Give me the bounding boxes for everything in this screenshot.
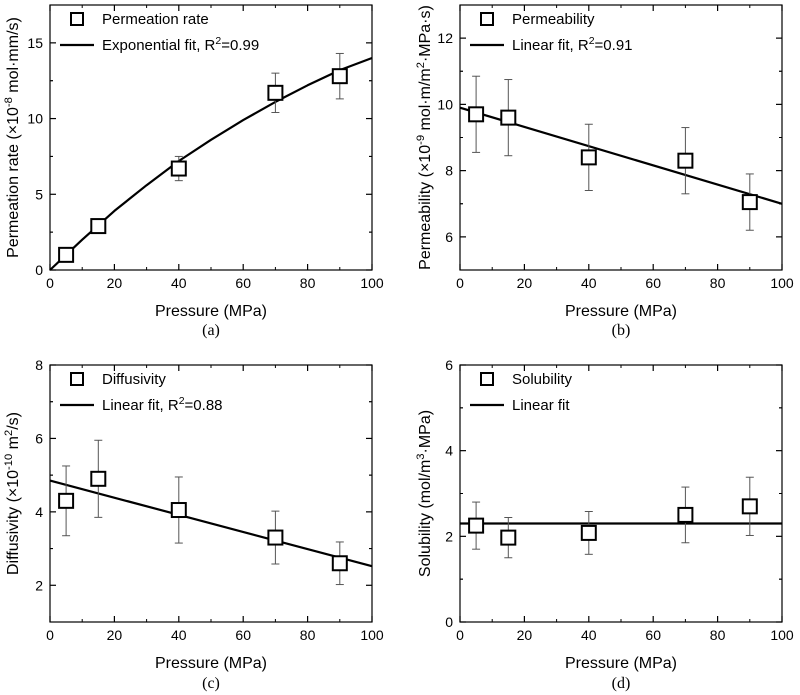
panel-label: (a) bbox=[202, 322, 220, 339]
y-tick-label: 2 bbox=[445, 528, 453, 544]
data-point-square bbox=[741, 498, 758, 515]
chart-panel-c: 0 20 40 60 80 100 2 4 6 8 Pressure (MPa) Diffusivit… bbox=[3, 357, 384, 692]
data-point-square bbox=[580, 524, 597, 541]
y-tick-label: 12 bbox=[437, 30, 453, 46]
y-tick-label: 6 bbox=[445, 357, 453, 373]
x-tick-label: 80 bbox=[300, 627, 316, 643]
y-tick-label: 2 bbox=[35, 577, 43, 593]
chart-panel-d: 0 20 40 60 80 100 0 2 4 6 Pressure (MPa) Solubility… bbox=[415, 357, 794, 692]
x-tick-label: 20 bbox=[107, 627, 123, 643]
legend: Solubility Linear fit bbox=[470, 371, 573, 414]
legend-marker-square bbox=[70, 12, 84, 26]
x-tick-label: 100 bbox=[360, 627, 384, 643]
data-point-square bbox=[741, 194, 758, 211]
y-tick-label: 6 bbox=[445, 229, 453, 245]
x-tick-label: 100 bbox=[770, 627, 794, 643]
x-tick-label: 0 bbox=[46, 627, 54, 643]
y-tick-label: 5 bbox=[35, 186, 43, 202]
data-point-square bbox=[500, 109, 517, 126]
y-axis-title: Permeation rate (×10-8 mol·mm/s) bbox=[3, 17, 22, 258]
data-point-square bbox=[170, 160, 187, 177]
y-tick-label: 10 bbox=[437, 96, 453, 112]
y-tick-label: 4 bbox=[35, 504, 43, 520]
data-point-square bbox=[468, 517, 485, 534]
data-point-square bbox=[90, 218, 107, 235]
legend: Permeation rate Exponential fit, R2=0.99 bbox=[60, 11, 259, 54]
x-tick-label: 80 bbox=[710, 275, 726, 291]
legend-label-series: Diffusivity bbox=[102, 371, 166, 388]
legend: Diffusivity Linear fit, R2=0.88 bbox=[60, 371, 223, 414]
y-tick-label: 15 bbox=[27, 35, 43, 51]
y-tick-label: 4 bbox=[445, 443, 453, 459]
fit-line bbox=[49, 56, 373, 271]
x-tick-label: 0 bbox=[46, 275, 54, 291]
legend-label-fit: Linear fit, R2=0.88 bbox=[102, 395, 223, 414]
x-tick-label: 40 bbox=[171, 627, 187, 643]
legend-label-series: Permeation rate bbox=[102, 11, 209, 28]
x-tick-label: 40 bbox=[171, 275, 187, 291]
fit-line bbox=[49, 479, 373, 568]
x-tick-label: 100 bbox=[360, 275, 384, 291]
legend-label-fit: Exponential fit, R2=0.99 bbox=[102, 35, 259, 54]
x-tick-label: 60 bbox=[235, 275, 251, 291]
y-tick-label: 8 bbox=[445, 163, 453, 179]
x-tick-label: 60 bbox=[645, 627, 661, 643]
data-point-square bbox=[677, 506, 694, 523]
panel-label: (c) bbox=[202, 675, 220, 692]
x-tick-label: 60 bbox=[235, 627, 251, 643]
x-tick-label: 40 bbox=[581, 627, 597, 643]
y-axis-title: Permeability (×10-9 mol·m/m2·MPa·s) bbox=[415, 5, 434, 270]
x-axis-title: Pressure (MPa) bbox=[565, 303, 677, 320]
legend-label-fit: Linear fit, R2=0.91 bbox=[512, 35, 633, 54]
data-point-square bbox=[468, 106, 485, 123]
panel-label: (d) bbox=[612, 675, 631, 692]
legend-label-series: Solubility bbox=[512, 371, 573, 388]
data-point-square bbox=[580, 149, 597, 166]
legend-marker-square bbox=[70, 372, 84, 386]
data-point-square bbox=[267, 84, 284, 101]
y-tick-label: 8 bbox=[35, 357, 43, 373]
plot-frame bbox=[459, 364, 783, 623]
x-tick-label: 40 bbox=[581, 275, 597, 291]
legend: Permeability Linear fit, R2=0.91 bbox=[470, 11, 633, 54]
x-tick-label: 20 bbox=[517, 627, 533, 643]
x-tick-label: 20 bbox=[517, 275, 533, 291]
data-point-square bbox=[90, 470, 107, 487]
legend-label-series: Permeability bbox=[512, 11, 595, 28]
y-tick-label: 0 bbox=[35, 262, 43, 278]
y-tick-label: 6 bbox=[35, 430, 43, 446]
x-tick-label: 60 bbox=[645, 275, 661, 291]
legend-marker-square bbox=[480, 12, 494, 26]
legend-label-fit: Linear fit bbox=[512, 397, 570, 414]
data-point-square bbox=[58, 246, 75, 263]
x-tick-label: 20 bbox=[107, 275, 123, 291]
x-tick-label: 0 bbox=[456, 627, 464, 643]
x-tick-label: 80 bbox=[710, 627, 726, 643]
y-axis-title: Diffusivity (×10-10 m2/s) bbox=[3, 412, 22, 575]
chart-panel-a: 0 20 40 60 80 100 0 5 10 15 Pressure (MPa) Permeati… bbox=[3, 4, 384, 339]
y-axis-title: Solubility (mol/m3·MPa) bbox=[415, 410, 434, 577]
data-point-square bbox=[331, 555, 348, 572]
data-point-square bbox=[267, 529, 284, 546]
x-tick-label: 80 bbox=[300, 275, 316, 291]
x-tick-label: 0 bbox=[456, 275, 464, 291]
data-point-square bbox=[677, 152, 694, 169]
data-point-square bbox=[170, 502, 187, 519]
y-tick-label: 10 bbox=[27, 111, 43, 127]
x-axis-title: Pressure (MPa) bbox=[565, 655, 677, 672]
chart-panel-b: 0 20 40 60 80 100 6 8 10 12 Pressure (MPa) Permeabi… bbox=[415, 4, 794, 339]
y-tick-label: 0 bbox=[445, 614, 453, 630]
x-tick-label: 100 bbox=[770, 275, 794, 291]
panel-label: (b) bbox=[612, 322, 631, 339]
x-axis-title: Pressure (MPa) bbox=[155, 303, 267, 320]
data-point-square bbox=[331, 68, 348, 85]
legend-marker-square bbox=[480, 372, 494, 386]
data-point-square bbox=[500, 529, 517, 546]
x-axis-title: Pressure (MPa) bbox=[155, 655, 267, 672]
data-point-square bbox=[58, 492, 75, 509]
